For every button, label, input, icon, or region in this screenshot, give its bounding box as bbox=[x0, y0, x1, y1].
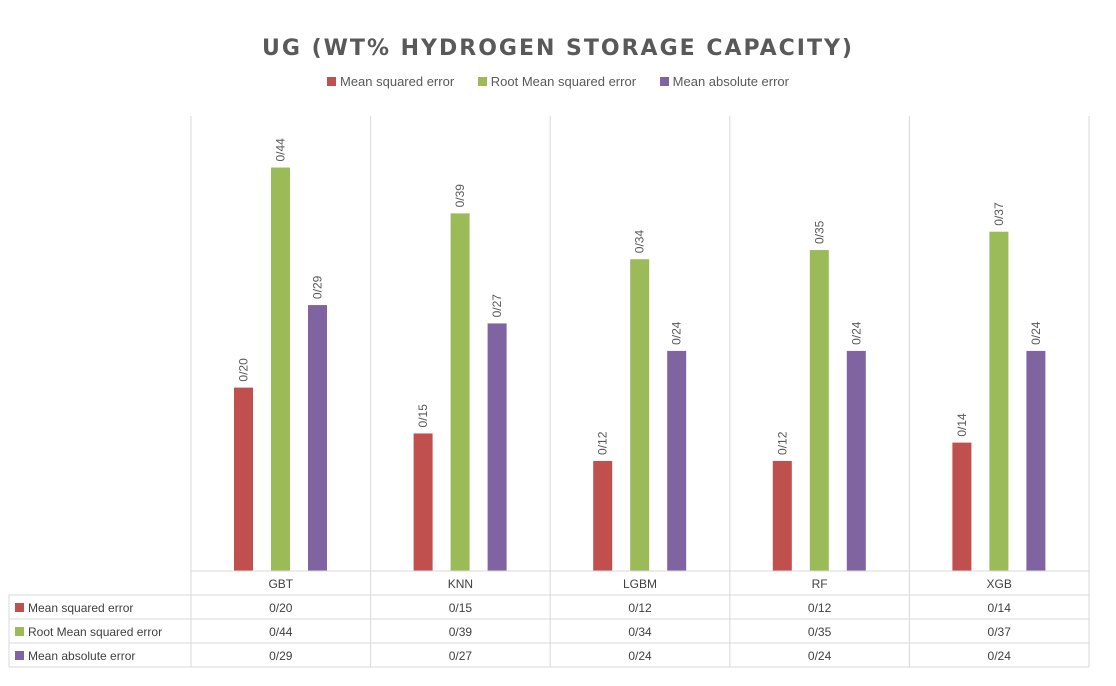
data-label-rmse-knn: 0/39 bbox=[453, 184, 467, 208]
data-label-mse-gbt: 0/20 bbox=[237, 358, 251, 382]
data-label-mse-rf: 0/12 bbox=[775, 431, 789, 455]
data-label-mse-knn: 0/15 bbox=[416, 404, 430, 428]
category-label-xgb: XGB bbox=[987, 577, 1012, 591]
table-cell-mae-gbt: 0/29 bbox=[269, 649, 293, 663]
category-label-rf: RF bbox=[812, 577, 828, 591]
table-row-label-rmse: Root Mean squared error bbox=[28, 625, 162, 639]
chart-title: UG (WT% HYDROGEN STORAGE CAPACITY) bbox=[262, 36, 854, 61]
bar-mse-lgbm bbox=[593, 460, 613, 571]
bar-mae-rf bbox=[846, 350, 866, 571]
data-label-rmse-gbt: 0/44 bbox=[274, 138, 288, 162]
category-label-gbt: GBT bbox=[268, 577, 293, 591]
bar-rmse-xgb bbox=[989, 231, 1009, 571]
table-cell-mse-xgb: 0/14 bbox=[988, 601, 1012, 615]
category-label-knn: KNN bbox=[448, 577, 473, 591]
data-label-rmse-xgb: 0/37 bbox=[992, 202, 1006, 226]
legend-swatch-mse bbox=[326, 77, 336, 86]
data-label-mae-xgb: 0/24 bbox=[1029, 321, 1043, 345]
bar-mse-knn bbox=[413, 433, 433, 571]
bar-mae-lgbm bbox=[667, 350, 687, 571]
data-label-mae-rf: 0/24 bbox=[849, 321, 863, 345]
legend-label-mae: Mean absolute error bbox=[672, 74, 789, 89]
bar-mse-rf bbox=[772, 460, 792, 571]
bar-rmse-gbt bbox=[271, 167, 290, 571]
bar-mae-gbt bbox=[308, 305, 327, 571]
data-label-mse-xgb: 0/14 bbox=[955, 413, 969, 437]
table-cell-mae-knn: 0/27 bbox=[449, 649, 473, 663]
bar-rmse-lgbm bbox=[630, 259, 650, 571]
legend-swatch-rmse bbox=[477, 77, 487, 86]
table-swatch-rmse bbox=[15, 627, 24, 636]
legend-item-mae: Mean absolute error bbox=[659, 74, 789, 89]
legend-swatch-mae bbox=[659, 77, 669, 86]
bar-mse-gbt bbox=[234, 387, 253, 571]
table-swatch-mse bbox=[15, 603, 24, 612]
legend-label-mse: Mean squared error bbox=[339, 74, 455, 89]
table-cell-mse-rf: 0/12 bbox=[808, 601, 832, 615]
table-cell-rmse-xgb: 0/37 bbox=[988, 625, 1012, 639]
legend-item-rmse: Root Mean squared error bbox=[477, 74, 637, 89]
table-cell-mae-lgbm: 0/24 bbox=[628, 649, 652, 663]
data-label-mse-lgbm: 0/12 bbox=[596, 431, 610, 455]
legend: Mean squared error Root Mean squared err… bbox=[0, 74, 1116, 89]
data-label-rmse-lgbm: 0/34 bbox=[633, 230, 647, 254]
table-cell-mse-gbt: 0/20 bbox=[269, 601, 293, 615]
legend-label-rmse: Root Mean squared error bbox=[490, 74, 637, 89]
table-cell-mae-rf: 0/24 bbox=[808, 649, 832, 663]
data-label-mae-lgbm: 0/24 bbox=[670, 321, 684, 345]
table-swatch-mae bbox=[15, 651, 24, 660]
legend-item-mse: Mean squared error bbox=[326, 74, 455, 89]
bar-mae-knn bbox=[487, 323, 507, 571]
table-cell-mae-xgb: 0/24 bbox=[988, 649, 1012, 663]
bar-mse-xgb bbox=[952, 442, 972, 571]
table-row-label-mse: Mean squared error bbox=[28, 601, 133, 615]
category-label-lgbm: LGBM bbox=[623, 577, 657, 591]
data-label-mae-knn: 0/27 bbox=[490, 294, 504, 318]
table-cell-rmse-gbt: 0/44 bbox=[269, 625, 293, 639]
bar-mae-xgb bbox=[1026, 350, 1046, 571]
bar-rmse-rf bbox=[809, 250, 829, 572]
bar-rmse-knn bbox=[450, 213, 470, 571]
table-row-label-mae: Mean absolute error bbox=[28, 649, 135, 663]
table-cell-rmse-knn: 0/39 bbox=[449, 625, 473, 639]
table-cell-mse-lgbm: 0/12 bbox=[628, 601, 652, 615]
table-cell-mse-knn: 0/15 bbox=[449, 601, 473, 615]
table-cell-rmse-lgbm: 0/34 bbox=[628, 625, 652, 639]
data-label-rmse-rf: 0/35 bbox=[812, 220, 826, 244]
table-cell-rmse-rf: 0/35 bbox=[808, 625, 832, 639]
data-label-mae-gbt: 0/29 bbox=[311, 275, 325, 299]
